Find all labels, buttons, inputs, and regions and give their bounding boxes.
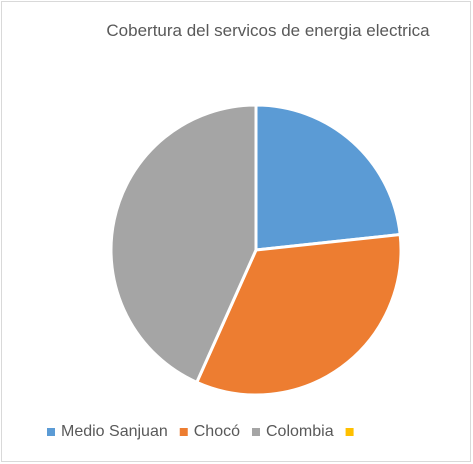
legend-label: Colombia: [266, 423, 334, 440]
pie-slice: [254, 103, 402, 252]
legend-swatch: [345, 428, 354, 436]
legend-swatch: [179, 428, 188, 436]
legend-label: Chocó: [194, 423, 240, 440]
pie-slice: [194, 232, 403, 397]
legend-swatch: [252, 428, 260, 436]
legend-label: Medio Sanjuan: [61, 423, 168, 440]
pie-slice: [109, 103, 258, 385]
legend-swatch: [47, 428, 55, 436]
chart-title: Cobertura del servicos de energia electr…: [106, 21, 430, 40]
